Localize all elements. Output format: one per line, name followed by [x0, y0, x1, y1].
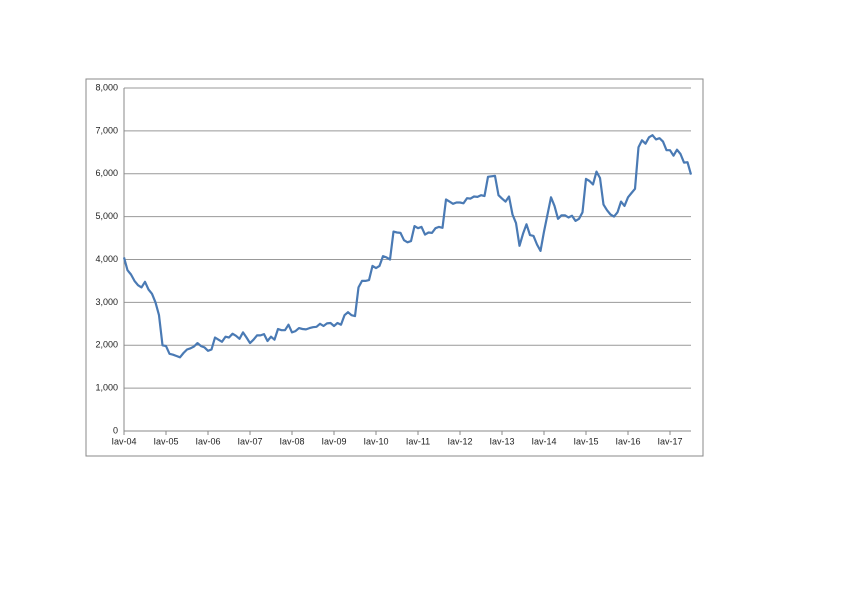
x-tick-label: Iav-16 — [615, 436, 640, 446]
y-tick-label: 7,000 — [95, 125, 118, 135]
x-tick-label: Iav-07 — [237, 436, 262, 446]
x-tick-label: Iav-08 — [279, 436, 304, 446]
x-tick-label: Iav-11 — [406, 436, 430, 446]
y-tick-label: 2,000 — [95, 340, 118, 350]
y-tick-label: 4,000 — [95, 254, 118, 264]
x-tick-label: Iav-15 — [573, 436, 598, 446]
y-tick-label: 0 — [113, 425, 118, 435]
y-tick-label: 6,000 — [95, 168, 118, 178]
x-tick-label: Iav-14 — [531, 436, 556, 446]
x-tick-label: Iav-12 — [447, 436, 472, 446]
data-line — [122, 134, 693, 359]
y-tick-label: 1,000 — [95, 383, 118, 393]
x-tick-label: Iav-06 — [195, 436, 220, 446]
x-tick-label: Iav-17 — [657, 436, 682, 446]
y-tick-label: 5,000 — [95, 211, 118, 221]
y-tick-label: 3,000 — [95, 297, 118, 307]
x-tick-label: Iav-09 — [321, 436, 346, 446]
x-tick-label: Iav-05 — [153, 436, 178, 446]
chart-frame — [85, 78, 704, 457]
x-tick-label: Iav-13 — [489, 436, 514, 446]
x-tick-label: Iav-04 — [111, 436, 136, 446]
y-tick-label: 8,000 — [95, 82, 118, 92]
x-tick-label: Iav-10 — [363, 436, 388, 446]
